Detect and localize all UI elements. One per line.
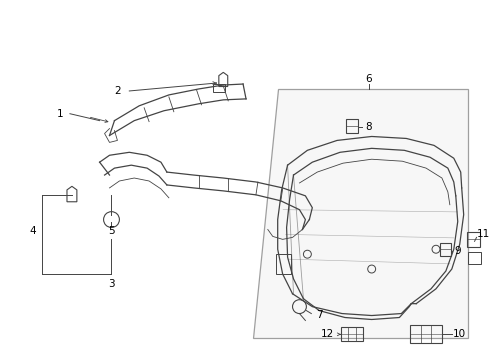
- Text: 6: 6: [366, 74, 372, 84]
- Text: 9: 9: [454, 246, 461, 256]
- Text: 5: 5: [108, 226, 115, 237]
- Text: 4: 4: [29, 226, 36, 237]
- Bar: [276, 254, 291, 274]
- Bar: [410, 325, 442, 343]
- Text: 10: 10: [453, 329, 466, 339]
- Bar: [346, 119, 358, 132]
- Bar: [213, 84, 225, 92]
- Text: 1: 1: [57, 109, 63, 119]
- Text: 8: 8: [366, 122, 372, 131]
- Bar: [467, 252, 482, 264]
- Text: 7: 7: [316, 310, 322, 320]
- Text: 11: 11: [477, 229, 490, 239]
- Text: 12: 12: [320, 329, 334, 339]
- Bar: [341, 327, 363, 341]
- Polygon shape: [253, 89, 467, 338]
- Bar: [441, 243, 451, 256]
- Bar: [467, 232, 480, 247]
- Text: 2: 2: [114, 86, 121, 96]
- Text: 3: 3: [108, 279, 115, 289]
